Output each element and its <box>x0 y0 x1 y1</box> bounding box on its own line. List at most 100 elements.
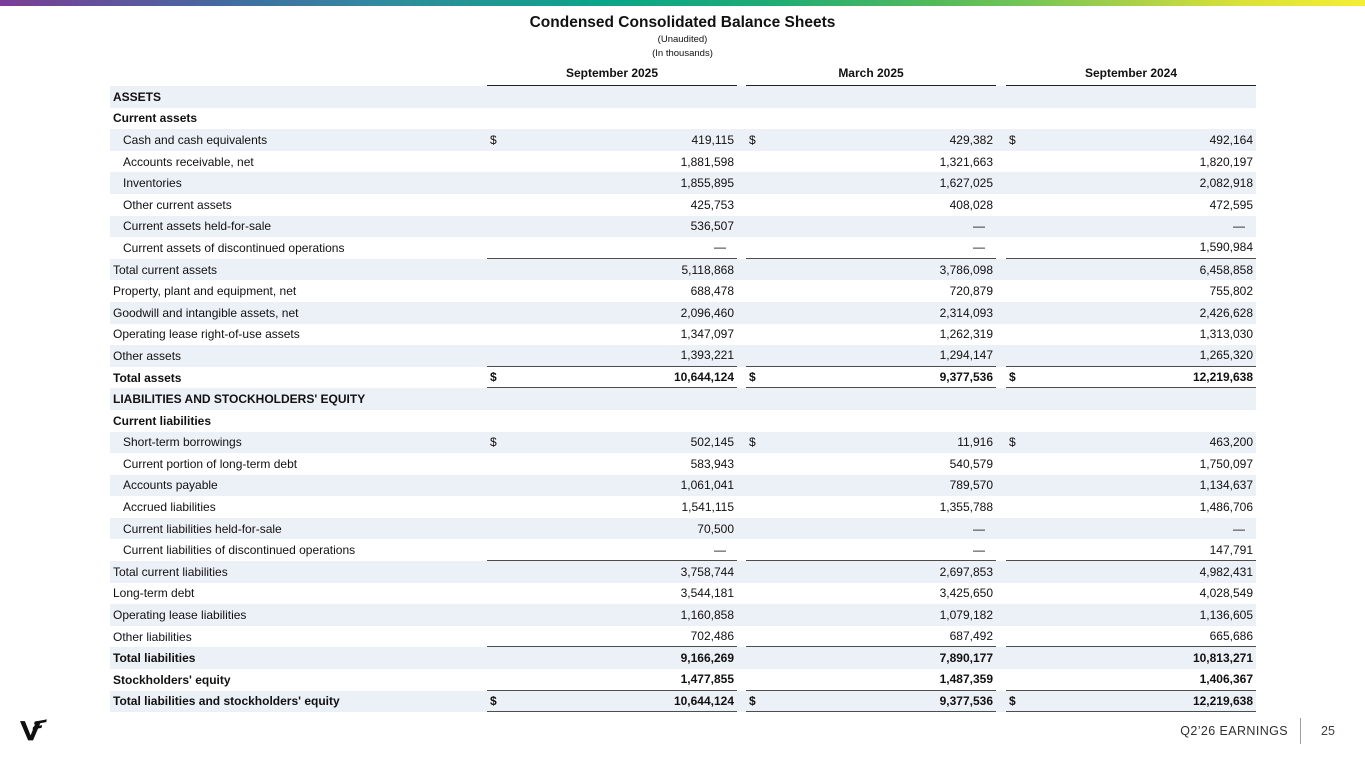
table-row: Accrued liabilities 1,541,115 1,355,788 … <box>110 496 1256 518</box>
value: 2,697,853 <box>939 564 993 579</box>
value: 720,879 <box>949 284 993 299</box>
row-label: Total assets <box>113 370 182 385</box>
row-value-col2: 2,697,853 <box>746 561 996 583</box>
row-value-col3: — <box>1006 518 1256 540</box>
row-value-col2: — <box>746 539 996 562</box>
dollar-sign: $ <box>490 132 497 147</box>
column-header-september-2024: September 2024 <box>1006 66 1256 86</box>
row-value-col2: $9,377,536 <box>746 367 996 389</box>
table-row: Current liabilities held-for-sale 70,500… <box>110 517 1256 540</box>
value: — <box>1233 521 1245 536</box>
value: 425,753 <box>690 197 734 212</box>
row-label: Current assets <box>113 111 198 126</box>
row-value-col1: 1,477,855 <box>487 669 737 691</box>
value: — <box>973 521 985 536</box>
row-label: Accounts payable <box>123 478 218 493</box>
row-label: Current assets held-for-sale <box>123 219 272 234</box>
value: 12,219,638 <box>1192 370 1253 385</box>
row-value-col2: 3,786,098 <box>746 259 996 281</box>
row-label: Current liabilities held-for-sale <box>123 521 282 536</box>
row-value-col3 <box>1006 86 1256 108</box>
row-value-col2 <box>746 388 996 410</box>
table-row: ASSETS <box>110 86 1256 108</box>
row-value-col3: 1,265,320 <box>1006 345 1256 367</box>
value: 9,377,536 <box>939 693 993 708</box>
row-value-col2: 687,492 <box>746 626 996 648</box>
table-row: Operating lease right-of-use assets 1,34… <box>110 324 1256 346</box>
value: 3,425,650 <box>939 586 993 601</box>
row-label: Short-term borrowings <box>123 435 242 450</box>
table-row: Total current liabilities 3,758,744 2,69… <box>110 561 1256 583</box>
dollar-sign: $ <box>1009 132 1016 147</box>
value: 583,943 <box>690 456 734 471</box>
value: 1,265,320 <box>1199 348 1253 363</box>
row-label: Current liabilities of discontinued oper… <box>123 543 356 558</box>
value: 1,160,858 <box>680 608 734 623</box>
row-label: Operating lease right-of-use assets <box>113 327 300 342</box>
row-label: LIABILITIES AND STOCKHOLDERS' EQUITY <box>113 392 366 407</box>
table-row: Current liabilities of discontinued oper… <box>110 539 1256 562</box>
row-label: Total liabilities <box>113 651 196 666</box>
table-row: Long-term debt 3,544,181 3,425,650 4,028… <box>110 583 1256 605</box>
row-value-col2: 540,579 <box>746 453 996 475</box>
value: 1,294,147 <box>939 348 993 363</box>
value: 2,426,628 <box>1199 305 1253 320</box>
row-value-col1: $502,145 <box>487 432 737 454</box>
title-block: Condensed Consolidated Balance Sheets (U… <box>0 14 1365 60</box>
value: — <box>973 219 985 234</box>
value: 1,590,984 <box>1199 240 1253 255</box>
table-row: Other current assets 425,753 408,028 472… <box>110 194 1256 216</box>
page-number: 25 <box>1321 724 1335 738</box>
row-value-col1 <box>487 410 737 432</box>
row-value-col1: 1,855,895 <box>487 172 737 194</box>
row-value-col3: 1,590,984 <box>1006 237 1256 259</box>
value: 408,028 <box>949 197 993 212</box>
top-gradient-bar <box>0 0 1365 6</box>
value: 687,492 <box>949 629 993 644</box>
value: 1,487,359 <box>939 672 993 687</box>
row-value-col2: 7,890,177 <box>746 647 996 669</box>
row-value-col2: $11,916 <box>746 432 996 454</box>
row-value-col2: 1,262,319 <box>746 324 996 346</box>
row-label: Other assets <box>113 348 182 363</box>
row-value-col3: 665,686 <box>1006 626 1256 648</box>
value: 12,219,638 <box>1192 693 1253 708</box>
value: 1,750,097 <box>1199 456 1253 471</box>
dollar-sign: $ <box>749 693 756 708</box>
row-value-col1: 2,096,460 <box>487 302 737 324</box>
row-value-col3: 6,458,858 <box>1006 259 1256 281</box>
value: 492,164 <box>1209 132 1253 147</box>
value: 1,486,706 <box>1199 500 1253 515</box>
value: 2,082,918 <box>1199 176 1253 191</box>
value: 10,644,124 <box>673 370 734 385</box>
row-value-col3: $12,219,638 <box>1006 691 1256 713</box>
row-value-col1: 1,393,221 <box>487 345 737 367</box>
value: 3,786,098 <box>939 262 993 277</box>
value: 7,890,177 <box>939 651 993 666</box>
dollar-sign: $ <box>749 370 756 385</box>
row-label: Cash and cash equivalents <box>123 132 268 147</box>
dollar-sign: $ <box>1009 435 1016 450</box>
value: 419,115 <box>691 132 735 147</box>
value: 70,500 <box>697 521 734 536</box>
row-label: Total liabilities and stockholders' equi… <box>113 694 340 709</box>
row-value-col1: $419,115 <box>487 129 737 151</box>
row-value-col3: $463,200 <box>1006 432 1256 454</box>
value: — <box>973 542 985 557</box>
row-label: Property, plant and equipment, net <box>113 284 297 299</box>
row-value-col3 <box>1006 410 1256 432</box>
vf-logo <box>20 719 50 746</box>
row-label: Total current assets <box>113 262 218 277</box>
row-label: Accrued liabilities <box>123 500 216 515</box>
row-value-col2 <box>746 108 996 130</box>
table-row: Short-term borrowings $502,145 $11,916 $… <box>110 431 1256 454</box>
row-label: Accounts receivable, net <box>123 154 254 169</box>
row-value-col2 <box>746 410 996 432</box>
value: 463,200 <box>1209 435 1253 450</box>
row-value-col2: 3,425,650 <box>746 583 996 605</box>
table-row: Accounts payable 1,061,041 789,570 1,134… <box>110 474 1256 497</box>
row-value-col2: 1,294,147 <box>746 345 996 367</box>
value: — <box>714 240 726 255</box>
row-value-col1: 425,753 <box>487 194 737 216</box>
value: 3,758,744 <box>680 564 734 579</box>
